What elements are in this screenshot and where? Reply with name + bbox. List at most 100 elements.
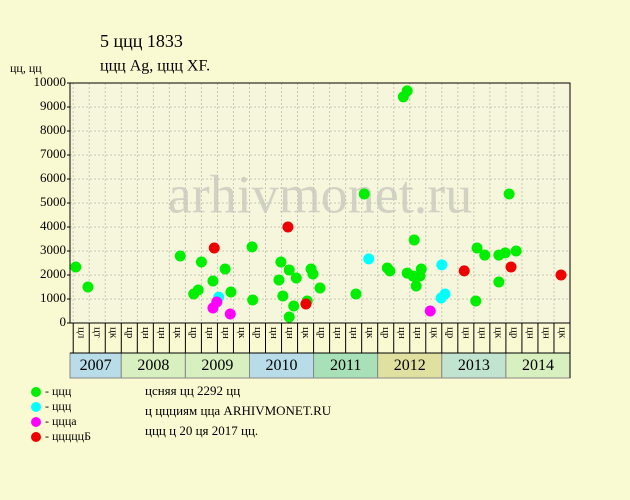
data-point: [192, 284, 204, 296]
y-tick-label: 1000: [40, 290, 66, 305]
quarter-label: цк: [364, 327, 376, 339]
quarter-label: цр: [188, 327, 200, 339]
plot-frame: [69, 82, 571, 324]
data-point: [82, 281, 94, 293]
quarter-label: цн: [204, 327, 216, 339]
quarter-label: цк: [236, 327, 248, 339]
data-point: [300, 298, 312, 310]
quarter-label: цр: [124, 327, 136, 339]
year-label: 2007: [80, 357, 112, 374]
data-point: [307, 268, 319, 280]
legend-label: - цццццБ: [45, 429, 91, 443]
year-band: [505, 352, 571, 379]
data-point: [471, 242, 483, 254]
data-point: [401, 85, 413, 97]
data-point: [350, 288, 362, 300]
data-point: [493, 276, 505, 288]
y-tick-label: 2000: [40, 266, 66, 281]
quarter-label: цк: [492, 327, 504, 339]
data-point: [436, 259, 448, 271]
data-point: [499, 247, 511, 259]
quarter-label: цн: [268, 327, 280, 339]
data-point: [174, 250, 186, 262]
data-point: [470, 295, 482, 307]
y-tick-label: 6000: [40, 170, 66, 185]
data-point: [555, 269, 567, 281]
quarter-label: цн: [540, 327, 552, 339]
quarter-label: цн: [140, 327, 152, 339]
quarter-label: цк: [172, 327, 184, 339]
data-point: [247, 294, 259, 306]
data-point: [415, 263, 427, 275]
quarter-label: цк: [428, 327, 440, 339]
quarter-label: цн: [396, 327, 408, 339]
y-tick-label: 10000: [34, 74, 67, 89]
y-tick-label: 0: [60, 314, 67, 329]
y-axis-label: цц, цц: [10, 61, 42, 75]
legend-label: - ццц: [45, 399, 72, 413]
quarter-label: цк: [300, 327, 312, 339]
data-point: [384, 265, 396, 277]
quarter-label: цн: [412, 327, 424, 339]
data-point: [211, 296, 223, 308]
quarter-label: цл: [76, 327, 88, 339]
y-tick-label: 9000: [40, 98, 66, 113]
quarter-label: цн: [348, 327, 360, 339]
data-point: [458, 265, 470, 277]
data-point: [273, 274, 285, 286]
year-label: 2013: [458, 357, 490, 374]
data-point: [208, 242, 220, 254]
chart-title: 5 ццц 1833: [100, 31, 183, 51]
y-tick-label: 8000: [40, 122, 66, 137]
data-point: [282, 221, 294, 233]
quarter-label: цн: [524, 327, 536, 339]
quarter-label: цн: [284, 327, 296, 339]
quarter-label: цн: [476, 327, 488, 339]
quarter-label: цк: [556, 327, 568, 339]
quarter-label: цр: [508, 327, 520, 339]
quarter-label: цн: [460, 327, 472, 339]
quarter-label: цр: [316, 327, 328, 339]
note: цcняя цц 2292 цц: [145, 383, 240, 398]
data-point: [363, 253, 375, 265]
legend-label: - ццц: [45, 384, 72, 398]
y-tick-label: 5000: [40, 194, 66, 209]
year-band: [313, 352, 379, 379]
quarter-label: цн: [220, 327, 232, 339]
quarter-label: цр: [444, 327, 456, 339]
data-point: [246, 241, 258, 253]
quarter-label: цр: [252, 327, 264, 339]
data-point: [288, 300, 300, 312]
legend-label: - ццца: [45, 414, 77, 428]
data-point: [439, 288, 451, 300]
year-band: [441, 352, 507, 379]
data-point: [195, 256, 207, 268]
data-point: [410, 280, 422, 292]
legend-marker: [31, 387, 41, 397]
note: ц ццциям цца ARHIVMONET.RU: [145, 403, 332, 418]
y-tick-label: 7000: [40, 146, 66, 161]
data-point: [505, 261, 517, 273]
year-label: 2009: [201, 357, 233, 374]
year-label: 2012: [394, 357, 426, 374]
note: ццц ц 20 ця 2017 цц.: [145, 423, 258, 438]
year-band: [120, 352, 186, 379]
quarter-label: цр: [380, 327, 392, 339]
legend-marker: [31, 432, 41, 442]
data-point: [70, 261, 82, 273]
year-label: 2011: [330, 357, 361, 374]
year-label: 2008: [137, 357, 169, 374]
quarter-label: цн: [156, 327, 168, 339]
year-label: 2014: [522, 357, 554, 374]
data-point: [424, 305, 436, 317]
data-point: [275, 256, 287, 268]
data-point: [510, 245, 522, 257]
data-point: [224, 308, 236, 320]
data-point: [219, 263, 231, 275]
data-point: [283, 311, 295, 323]
data-point: [408, 234, 420, 246]
legend-marker: [31, 417, 41, 427]
data-point: [479, 249, 491, 261]
